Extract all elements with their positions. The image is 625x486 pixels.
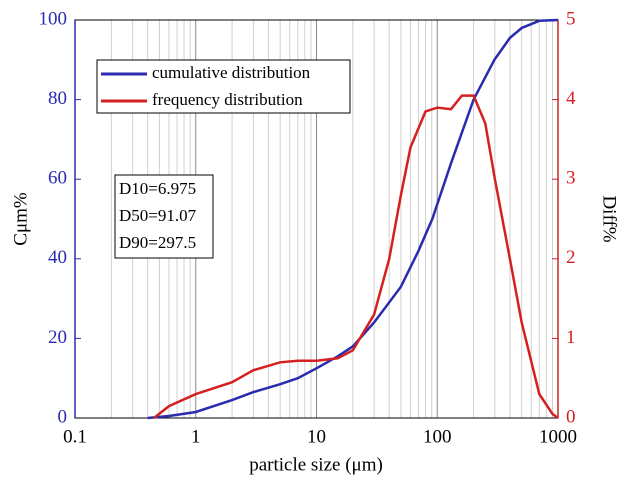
- y-tick-label: 80: [48, 88, 67, 109]
- x-tick-label: 0.1: [63, 426, 87, 447]
- y2-tick-label: 5: [566, 8, 576, 29]
- x-tick-label: 1000: [539, 426, 577, 447]
- annotation: D50=91.07: [119, 206, 197, 225]
- x-tick-label: 1: [191, 426, 201, 447]
- x-tick-label: 100: [423, 426, 452, 447]
- y2-tick-label: 3: [566, 168, 576, 189]
- y-tick-label: 0: [58, 406, 68, 427]
- y-tick-label: 40: [48, 247, 67, 268]
- y2-tick-label: 0: [566, 406, 576, 427]
- y-tick-label: 20: [48, 327, 67, 348]
- legend-label: cumulative distribution: [152, 63, 311, 82]
- y2-tick-label: 1: [566, 327, 576, 348]
- y2-tick-label: 4: [566, 88, 576, 109]
- x-tick-label: 10: [307, 426, 326, 447]
- y2-axis-label: Diff%: [599, 195, 620, 242]
- series-line: [147, 18, 559, 420]
- annotation: D10=6.975: [119, 179, 196, 198]
- y-tick-label: 60: [48, 168, 67, 189]
- legend-box: [96, 59, 351, 114]
- legend-label: frequency distribution: [152, 90, 303, 109]
- y2-tick-label: 2: [566, 247, 576, 268]
- annotation: D90=297.5: [119, 233, 196, 252]
- series-line: [153, 94, 559, 420]
- y-axis-label: Cμm%: [10, 192, 31, 246]
- x-axis-label: particle size (μm): [249, 454, 383, 475]
- annotation-box: [114, 174, 214, 259]
- y-tick-label: 100: [39, 8, 68, 29]
